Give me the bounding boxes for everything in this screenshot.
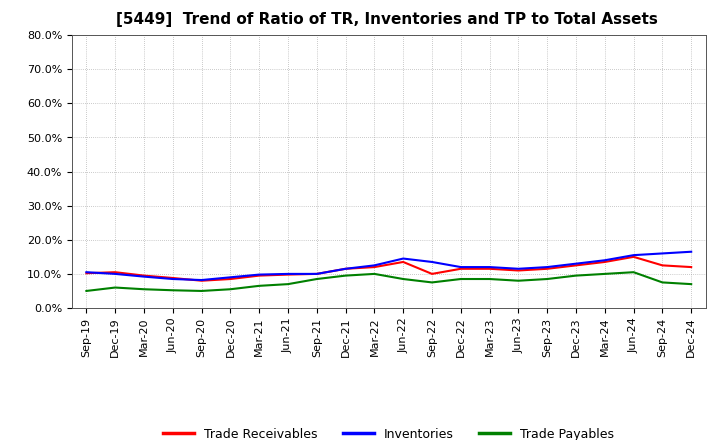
Inventories — [629, 253, 638, 258]
Trade Payables — [140, 286, 148, 292]
Inventories — [341, 266, 350, 271]
Trade Payables — [629, 270, 638, 275]
Inventories — [284, 271, 292, 276]
Line: Inventories: Inventories — [86, 252, 691, 280]
Trade Payables — [341, 273, 350, 278]
Trade Payables — [485, 276, 494, 282]
Trade Receivables — [687, 264, 696, 270]
Trade Payables — [687, 282, 696, 287]
Inventories — [140, 274, 148, 279]
Text: [5449]  Trend of Ratio of TR, Inventories and TP to Total Assets: [5449] Trend of Ratio of TR, Inventories… — [117, 12, 658, 27]
Trade Receivables — [140, 273, 148, 278]
Trade Payables — [168, 288, 177, 293]
Trade Receivables — [226, 276, 235, 282]
Trade Receivables — [341, 266, 350, 271]
Inventories — [312, 271, 321, 276]
Trade Payables — [658, 280, 667, 285]
Trade Receivables — [658, 263, 667, 268]
Line: Trade Payables: Trade Payables — [86, 272, 691, 291]
Trade Payables — [514, 278, 523, 283]
Inventories — [543, 264, 552, 270]
Trade Receivables — [485, 266, 494, 271]
Trade Receivables — [82, 271, 91, 276]
Trade Payables — [600, 271, 609, 276]
Inventories — [658, 251, 667, 256]
Trade Payables — [456, 276, 465, 282]
Trade Payables — [111, 285, 120, 290]
Trade Receivables — [543, 266, 552, 271]
Inventories — [168, 276, 177, 282]
Trade Receivables — [255, 273, 264, 278]
Trade Payables — [312, 276, 321, 282]
Inventories — [428, 259, 436, 264]
Inventories — [370, 263, 379, 268]
Inventories — [687, 249, 696, 254]
Inventories — [226, 275, 235, 280]
Inventories — [456, 264, 465, 270]
Inventories — [572, 261, 580, 266]
Trade Receivables — [572, 263, 580, 268]
Inventories — [485, 264, 494, 270]
Trade Receivables — [111, 270, 120, 275]
Legend: Trade Receivables, Inventories, Trade Payables: Trade Receivables, Inventories, Trade Pa… — [158, 422, 619, 440]
Trade Payables — [370, 271, 379, 276]
Trade Receivables — [168, 275, 177, 281]
Trade Receivables — [428, 271, 436, 276]
Inventories — [197, 277, 206, 282]
Trade Payables — [572, 273, 580, 278]
Line: Trade Receivables: Trade Receivables — [86, 257, 691, 281]
Inventories — [600, 258, 609, 263]
Trade Receivables — [629, 254, 638, 260]
Inventories — [514, 266, 523, 271]
Trade Receivables — [456, 266, 465, 271]
Trade Payables — [399, 276, 408, 282]
Trade Receivables — [312, 271, 321, 276]
Trade Receivables — [197, 278, 206, 283]
Trade Receivables — [600, 259, 609, 264]
Trade Payables — [428, 280, 436, 285]
Trade Payables — [255, 283, 264, 289]
Trade Receivables — [370, 264, 379, 270]
Trade Receivables — [284, 272, 292, 277]
Trade Payables — [226, 286, 235, 292]
Trade Payables — [82, 288, 91, 293]
Trade Payables — [543, 276, 552, 282]
Trade Payables — [197, 288, 206, 293]
Inventories — [399, 256, 408, 261]
Trade Receivables — [399, 259, 408, 264]
Trade Receivables — [514, 268, 523, 273]
Trade Payables — [284, 282, 292, 287]
Inventories — [255, 272, 264, 277]
Inventories — [111, 271, 120, 276]
Inventories — [82, 270, 91, 275]
